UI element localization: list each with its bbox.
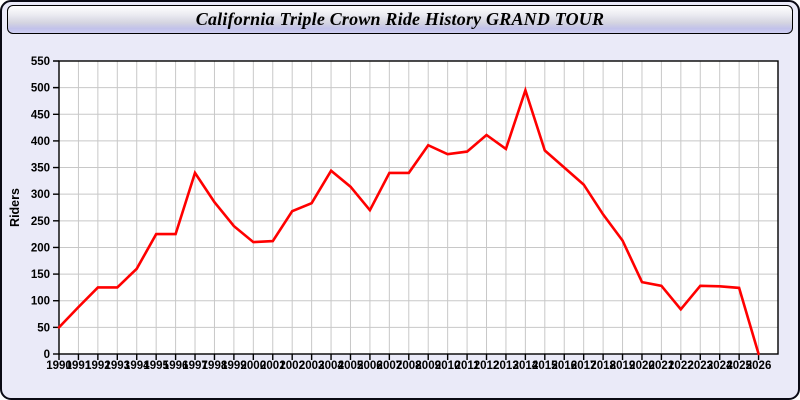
y-tick-label: 300 <box>31 189 50 201</box>
x-tick-label: 1998 <box>202 360 228 372</box>
x-tick-label: 2020 <box>629 360 655 372</box>
x-tick-label: 2012 <box>474 360 500 372</box>
x-tick-label: 2021 <box>649 360 675 372</box>
chart-title: California Triple Crown Ride History GRA… <box>195 9 605 29</box>
x-tick-label: 2000 <box>241 360 267 372</box>
x-tick-label: 2019 <box>610 360 636 372</box>
x-tick-label: 1991 <box>66 360 92 372</box>
x-tick-label: 2007 <box>377 360 403 372</box>
y-tick-label: 350 <box>31 163 50 175</box>
riders-series-line <box>57 86 760 356</box>
plot-frame <box>58 60 779 355</box>
x-tick-label: 2018 <box>590 360 616 372</box>
y-tick-label: 250 <box>31 216 50 228</box>
axis-ticks-and-labels: 0501001502002503003504004505005501990199… <box>31 56 772 372</box>
x-tick-label: 1995 <box>143 360 169 372</box>
y-tick-label: 400 <box>31 136 50 148</box>
x-tick-label: 2015 <box>532 360 558 372</box>
y-tick-label: 550 <box>31 56 50 68</box>
x-tick-label: 2022 <box>668 360 694 372</box>
x-tick-label: 2024 <box>707 360 733 372</box>
x-tick-label: 2013 <box>493 360 519 372</box>
x-tick-label: 2026 <box>746 360 772 372</box>
x-tick-label: 2006 <box>357 360 383 372</box>
x-tick-label: 2023 <box>687 360 713 372</box>
plot-area <box>59 61 778 354</box>
x-tick-label: 2016 <box>551 360 577 372</box>
x-tick-label: 2004 <box>318 360 344 372</box>
y-tick-label: 450 <box>31 109 50 121</box>
x-tick-label: 2003 <box>299 360 325 372</box>
x-tick-label: 1993 <box>105 360 131 372</box>
x-tick-label: 2025 <box>726 360 752 372</box>
x-tick-label: 1992 <box>85 360 111 372</box>
x-tick-label: 2001 <box>260 360 286 372</box>
x-tick-label: 1996 <box>163 360 189 372</box>
x-tick-label: 1990 <box>46 360 72 372</box>
x-tick-label: 2014 <box>513 360 539 372</box>
x-tick-label: 2005 <box>338 360 364 372</box>
y-tick-label: 0 <box>44 349 50 361</box>
chart-title-bar: California Triple Crown Ride History GRA… <box>7 5 793 34</box>
y-axis-title: Riders <box>8 188 22 227</box>
x-tick-label: 1997 <box>182 360 208 372</box>
y-tick-label: 150 <box>31 269 50 281</box>
x-tick-label: 2009 <box>415 360 441 372</box>
y-tick-label: 500 <box>31 83 50 95</box>
y-tick-label: 50 <box>37 322 50 334</box>
x-tick-label: 2008 <box>396 360 422 372</box>
y-tick-label: 100 <box>31 296 50 308</box>
x-tick-label: 1994 <box>124 360 150 372</box>
y-tick-label: 200 <box>31 242 50 254</box>
x-tick-label: 2010 <box>435 360 461 372</box>
x-tick-label: 2017 <box>571 360 597 372</box>
x-tick-label: 2011 <box>455 360 481 372</box>
x-tick-label: 1999 <box>221 360 247 372</box>
x-tick-label: 2002 <box>279 360 305 372</box>
